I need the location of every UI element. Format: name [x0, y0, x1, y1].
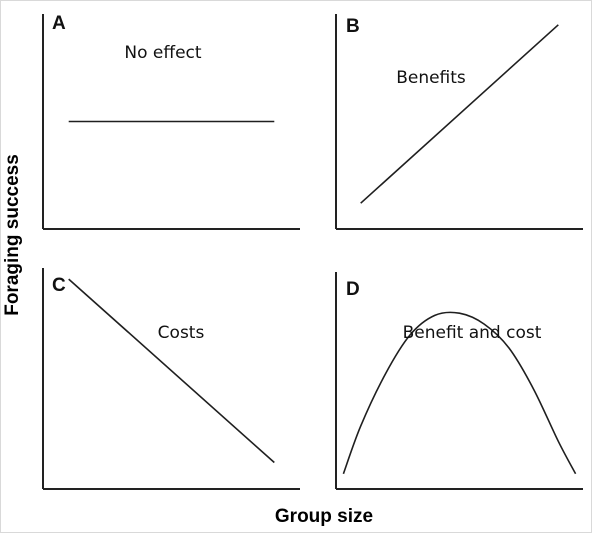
panel-letter: C: [52, 275, 66, 296]
panel-letter: D: [346, 279, 360, 300]
y-axis-label: Foraging success: [2, 154, 23, 316]
panel-annotation: Costs: [158, 323, 205, 343]
panel-letter: B: [346, 16, 360, 37]
panel-annotation: Benefits: [396, 68, 466, 88]
panel-d-curve: [342, 311, 577, 475]
panel-annotation: Benefit and cost: [403, 323, 542, 343]
x-axis-label: Group size: [275, 506, 373, 527]
panel-letter: A: [52, 13, 66, 34]
panel-c-curve: [68, 278, 275, 464]
panel-annotation: No effect: [124, 43, 201, 63]
panel-b-curve: [360, 24, 559, 204]
